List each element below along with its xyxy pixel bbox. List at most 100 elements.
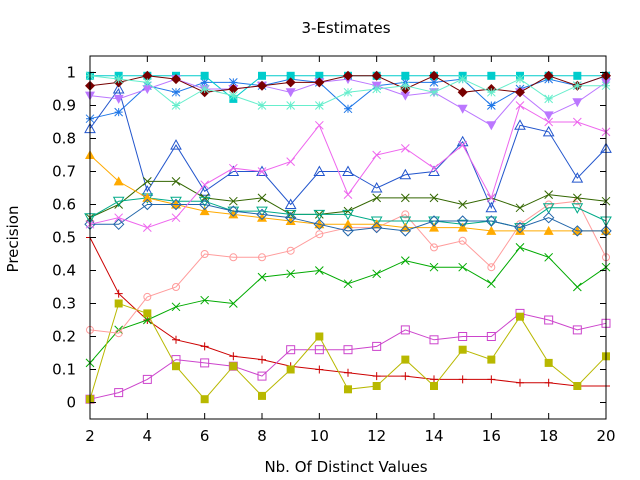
data-point (429, 262, 439, 272)
y-tick-label: 0.8 (52, 130, 76, 148)
x-tick-label: 18 (539, 427, 558, 445)
data-point (457, 104, 468, 114)
data-point (372, 150, 382, 160)
x-tick-label: 16 (482, 427, 501, 445)
data-point (458, 140, 468, 150)
data-point (543, 70, 554, 81)
series-line (89, 87, 607, 210)
data-point (428, 215, 440, 227)
data-point (258, 71, 266, 80)
data-point (343, 345, 353, 355)
data-point (457, 87, 468, 98)
data-point (228, 209, 239, 219)
data-point (315, 365, 324, 374)
data-point (514, 119, 526, 130)
data-point (114, 289, 123, 298)
data-point (544, 117, 554, 127)
data-point (200, 395, 209, 404)
data-point (458, 262, 468, 272)
data-point (172, 335, 180, 344)
data-point (487, 375, 496, 384)
data-point (314, 345, 324, 355)
data-point (229, 362, 238, 371)
data-point (514, 223, 526, 234)
data-point (142, 192, 153, 202)
data-point (515, 243, 525, 252)
data-point (113, 94, 124, 104)
data-point (229, 253, 238, 262)
data-point (370, 221, 383, 234)
data-point (315, 230, 324, 239)
data-point (314, 77, 325, 88)
data-point (458, 236, 467, 245)
data-point (456, 219, 469, 231)
axes: 2 4 6 8 10 12 14 16 18 20 0 0.1 0.2 0.3 0.4 0.5 0.6 0.7 0.… (52, 56, 616, 445)
data-point (458, 375, 467, 384)
data-point (544, 315, 554, 325)
data-point (200, 180, 210, 190)
data-point (544, 190, 554, 199)
data-point (286, 269, 296, 279)
data-point (457, 222, 468, 232)
data-point (430, 243, 438, 252)
data-point (370, 181, 383, 193)
data-point (429, 222, 439, 232)
data-point (401, 71, 410, 80)
data-point (284, 211, 297, 224)
data-point (486, 279, 496, 289)
data-point (143, 292, 152, 301)
x-tick-label: 20 (596, 427, 615, 445)
data-point (485, 201, 498, 213)
data-point (199, 206, 210, 216)
data-point (315, 332, 324, 341)
data-point (142, 223, 152, 232)
data-point (114, 107, 124, 117)
y-tick-label: 0.7 (52, 163, 76, 181)
data-point (286, 246, 295, 255)
data-point (429, 78, 439, 87)
data-point (401, 372, 410, 381)
y-tick-label: 0.5 (52, 229, 76, 247)
data-point (486, 225, 497, 235)
data-point (114, 299, 123, 308)
data-point (112, 196, 125, 208)
data-point (458, 332, 468, 341)
data-point (200, 84, 210, 94)
data-point (515, 87, 525, 98)
y-tick-label: 1 (66, 64, 76, 82)
data-point (399, 216, 412, 228)
data-point (516, 378, 524, 387)
series-line (90, 204, 606, 232)
data-point (429, 163, 439, 173)
data-point (401, 355, 410, 364)
data-point (142, 78, 152, 87)
data-point (515, 101, 525, 110)
data-point (572, 325, 582, 335)
data-point (543, 225, 554, 235)
y-tick-label: 0.9 (52, 97, 76, 115)
data-point (572, 117, 582, 127)
data-point (429, 87, 439, 97)
data-point (257, 193, 267, 203)
data-point (114, 74, 124, 84)
data-point (514, 221, 526, 234)
data-point (571, 172, 584, 183)
data-point (228, 78, 238, 87)
data-point (286, 365, 295, 374)
data-point (487, 355, 496, 364)
data-point (284, 198, 297, 209)
data-point (141, 198, 154, 211)
data-point (400, 256, 410, 265)
data-point (486, 193, 496, 203)
data-point (170, 139, 182, 150)
data-point (400, 325, 410, 335)
data-point (343, 70, 353, 81)
data-point (573, 382, 582, 390)
data-point (142, 177, 152, 186)
x-tick-label: 14 (424, 427, 443, 445)
data-point (228, 91, 238, 100)
data-point (257, 212, 267, 222)
data-point (198, 185, 211, 196)
data-point (313, 218, 326, 231)
